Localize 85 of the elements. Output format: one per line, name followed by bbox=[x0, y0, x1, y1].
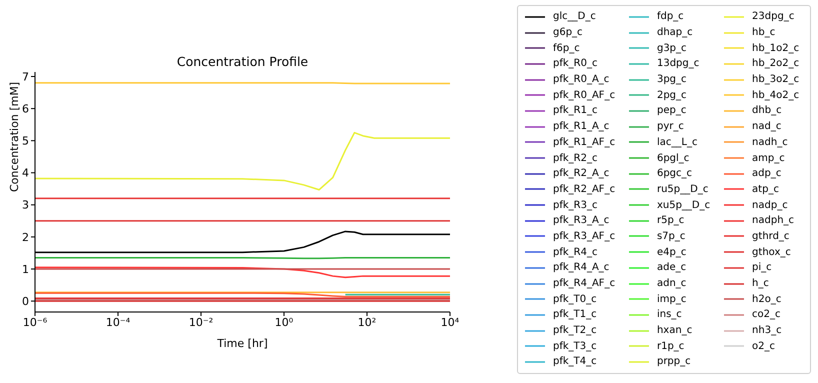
legend-label: hb_4o2_c bbox=[752, 90, 800, 101]
legend-label: pfk_T1_c bbox=[553, 309, 597, 320]
legend-label: pfk_T0_c bbox=[553, 294, 597, 305]
y-tick-label: 1 bbox=[22, 262, 29, 276]
legend-label: imp_c bbox=[656, 294, 686, 305]
legend-label: atp_c bbox=[752, 184, 779, 195]
legend-label: glc__D_c bbox=[553, 11, 596, 22]
legend-label: 23dpg_c bbox=[752, 11, 794, 22]
legend-label: o2_c bbox=[752, 340, 776, 352]
y-tick-label: 5 bbox=[22, 134, 29, 148]
legend-label: pfk_R2_A_c bbox=[553, 168, 610, 180]
x-tick-label: 10⁻⁴ bbox=[106, 316, 131, 329]
legend-label: pfk_R3_c bbox=[553, 200, 598, 211]
x-tick-label: 10² bbox=[358, 316, 376, 329]
legend-label: pfk_R3_AF_c bbox=[553, 230, 616, 242]
y-axis-title: Concentration [mM] bbox=[8, 82, 21, 192]
legend-label: pfk_T2_c bbox=[553, 325, 597, 336]
legend-label: gthox_c bbox=[752, 246, 791, 258]
legend-label: pyr_c bbox=[656, 121, 684, 132]
legend-label: pfk_R1_AF_c bbox=[553, 136, 616, 148]
legend-label: hb_c bbox=[752, 27, 776, 38]
legend-label: pfk_T3_c bbox=[553, 340, 597, 352]
legend-label: g6p_c bbox=[553, 27, 583, 38]
legend-label: fdp_c bbox=[656, 11, 684, 22]
legend-label: nadh_c bbox=[752, 136, 788, 148]
chart-title: Concentration Profile bbox=[176, 54, 310, 69]
legend-label: adn_c bbox=[656, 278, 686, 290]
legend-label: h_c bbox=[752, 278, 769, 290]
legend-label: amp_c bbox=[752, 152, 785, 164]
legend-label: pfk_R2_AF_c bbox=[553, 184, 616, 195]
legend-label: r5p_c bbox=[656, 215, 684, 226]
legend-label: hb_1o2_c bbox=[752, 42, 800, 54]
legend-label: pfk_R1_c bbox=[553, 105, 598, 116]
legend-label: r1p_c bbox=[656, 340, 684, 352]
legend-label: pfk_R1_A_c bbox=[553, 121, 610, 132]
legend-label: adp_c bbox=[752, 168, 782, 180]
legend-label: ins_c bbox=[656, 309, 682, 320]
y-tick-label: 2 bbox=[22, 230, 29, 244]
legend-label: 6pgc_c bbox=[656, 168, 692, 180]
legend-label: hb_3o2_c bbox=[752, 74, 800, 86]
legend-label: pfk_R0_A_c bbox=[553, 74, 610, 86]
legend-label: co2_c bbox=[752, 309, 781, 320]
x-axis-title: Time [hr] bbox=[216, 337, 268, 350]
legend-label: pfk_R4_AF_c bbox=[553, 278, 616, 290]
x-tick-label: 10⁴ bbox=[440, 316, 460, 329]
legend-label: prpp_c bbox=[656, 356, 691, 368]
legend-label: f6p_c bbox=[553, 42, 580, 54]
legend-label: e4p_c bbox=[656, 246, 686, 258]
legend-label: 6pgl_c bbox=[656, 152, 690, 164]
legend-label: ru5p__D_c bbox=[656, 184, 708, 195]
legend-label: nadp_c bbox=[752, 200, 788, 211]
legend-label: pi_c bbox=[752, 262, 772, 274]
legend-label: nh3_c bbox=[752, 325, 782, 336]
legend-label: xu5p__D_c bbox=[656, 200, 710, 211]
legend-label: g3p_c bbox=[656, 42, 687, 54]
legend-label: dhap_c bbox=[656, 27, 693, 38]
legend-label: lac__L_c bbox=[656, 136, 698, 148]
legend-label: ade_c bbox=[656, 262, 686, 274]
y-tick-label: 7 bbox=[22, 70, 29, 84]
legend-label: pfk_R0_AF_c bbox=[553, 90, 616, 101]
x-tick-label: 10⁰ bbox=[274, 316, 294, 329]
x-tick-label: 10⁻⁶ bbox=[22, 316, 48, 329]
x-tick-label: 10⁻² bbox=[188, 316, 214, 329]
legend-label: hxan_c bbox=[656, 325, 692, 336]
y-tick-label: 6 bbox=[22, 102, 29, 116]
legend-label: nadph_c bbox=[752, 215, 794, 226]
legend-label: pep_c bbox=[656, 105, 686, 116]
legend-label: gthrd_c bbox=[752, 230, 790, 242]
y-tick-label: 4 bbox=[22, 166, 29, 180]
legend-label: hb_2o2_c bbox=[752, 58, 800, 70]
legend-label: pfk_T4_c bbox=[553, 356, 597, 368]
y-tick-label: 0 bbox=[22, 294, 29, 308]
legend-label: 3pg_c bbox=[656, 74, 687, 86]
legend-label: pfk_R3_A_c bbox=[553, 215, 610, 226]
legend-label: dhb_c bbox=[752, 105, 782, 116]
legend-label: nad_c bbox=[752, 121, 782, 132]
legend-label: s7p_c bbox=[656, 230, 686, 242]
legend-label: pfk_R4_A_c bbox=[553, 262, 610, 274]
legend-label: pfk_R2_c bbox=[553, 152, 598, 164]
y-tick-label: 3 bbox=[22, 198, 29, 212]
legend-label: h2o_c bbox=[752, 294, 782, 305]
legend-label: pfk_R0_c bbox=[553, 58, 598, 70]
legend-label: pfk_R4_c bbox=[553, 246, 598, 258]
legend-label: 13dpg_c bbox=[656, 58, 700, 70]
legend-label: 2pg_c bbox=[656, 90, 687, 101]
